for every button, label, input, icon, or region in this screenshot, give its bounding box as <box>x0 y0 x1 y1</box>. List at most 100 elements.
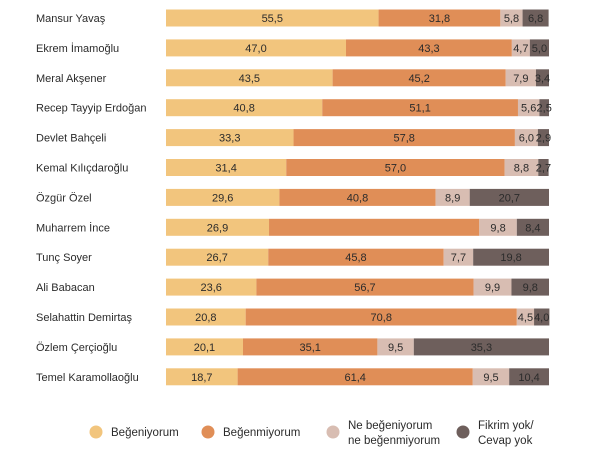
legend-swatch <box>326 425 340 439</box>
category-label: Temel Karamollaoğlu <box>36 372 139 384</box>
data-label: 23,6 <box>200 282 221 294</box>
bar-segment-series-4 <box>534 308 550 326</box>
data-label: 43,3 <box>418 43 439 55</box>
legend-label: Ne beğeniyorum <box>348 420 432 432</box>
bar-row: Tunç Soyer 26,7 45,8 7,7 19,8 <box>36 248 549 266</box>
data-label: 56,7 <box>354 282 375 294</box>
data-label: 6,8 <box>528 13 543 25</box>
data-label: 29,6 <box>212 192 233 204</box>
bar-segment-series-4 <box>522 9 549 27</box>
data-label: 7,9 <box>513 73 528 85</box>
bar-segment-series-4 <box>537 129 549 147</box>
data-label: 43,5 <box>239 73 260 85</box>
category-label: Mansur Yavaş <box>36 13 106 25</box>
bar-row: Ali Babacan 23,6 56,7 9,9 9,8 <box>36 278 549 296</box>
bar-row: Devlet Bahçeli 33,3 57,8 6,0 2,9 <box>36 129 551 147</box>
data-label: 5,6 <box>521 103 536 115</box>
bar-segment-series-4 <box>469 188 549 206</box>
data-label: 4,5 <box>518 312 533 324</box>
category-label: Tunç Soyer <box>36 252 92 264</box>
bar-segment-series-2 <box>293 129 515 147</box>
bar-segment-series-4 <box>511 278 549 296</box>
data-label: 10,4 <box>518 372 539 384</box>
legend: Beğeniyorum Beğenmiyorum Ne beğeniyorum ne … <box>89 420 534 447</box>
bar-segment-series-3 <box>517 99 540 117</box>
data-label: 7,7 <box>451 252 466 264</box>
data-label: 4,7 <box>513 43 528 55</box>
bar-segment-series-2 <box>245 308 517 326</box>
bars-layer: Mansur Yavaş 55,5 31,8 5,8 6,8 Ekrem İmamoğlu… <box>36 9 552 386</box>
category-label: Devlet Bahçeli <box>36 133 106 145</box>
bar-row: Mansur Yavaş 55,5 31,8 5,8 6,8 <box>36 9 549 27</box>
bar-segment-series-3 <box>514 129 538 147</box>
data-label: 6,0 <box>519 133 534 145</box>
bar-segment-series-3 <box>479 218 517 236</box>
data-label: 3,4 <box>535 73 550 85</box>
data-label: 20,8 <box>195 312 216 324</box>
data-label: 20,7 <box>499 192 520 204</box>
bar-segment-series-3 <box>504 159 539 176</box>
bar-segment-series-4 <box>529 39 549 57</box>
data-label: 31,4 <box>215 163 236 175</box>
category-label: Özlem Çerçioğlu <box>36 342 117 354</box>
bar-segment-series-2 <box>346 39 512 57</box>
legend-swatch <box>89 425 103 439</box>
bar-segment-series-1 <box>166 218 270 236</box>
bar-segment-series-3 <box>473 278 512 296</box>
bar-segment-series-1 <box>166 159 287 176</box>
bar-row: Ekrem İmamoğlu 47,0 43,3 4,7 5,0 <box>36 39 549 57</box>
bar-segment-series-1 <box>166 129 294 147</box>
category-label: Kemal Kılıçdaroğlu <box>36 163 128 175</box>
data-label: 47,0 <box>245 43 266 55</box>
bar-segment-series-2 <box>237 368 473 386</box>
legend-item: Beğenmiyorum <box>201 425 300 439</box>
data-label: 9,8 <box>523 282 538 294</box>
bar-segment-series-2 <box>269 218 480 236</box>
bar-segment-series-3 <box>472 368 510 386</box>
data-label: 57,8 <box>394 133 415 145</box>
bar-segment-series-1 <box>166 188 280 206</box>
bar-row: Kemal Kılıçdaroğlu 31,4 57,0 8,8 2,7 <box>36 159 551 176</box>
bar-segment-series-1 <box>166 338 243 356</box>
data-label: 45,8 <box>345 252 366 264</box>
bar-segment-series-3 <box>435 188 470 206</box>
data-label: 9,8 <box>490 222 505 234</box>
data-label: 8,9 <box>445 192 460 204</box>
category-label: Muharrem İnce <box>36 221 110 234</box>
data-label: 57,0 <box>385 163 406 175</box>
data-label: 31,8 <box>429 13 450 25</box>
bar-segment-series-1 <box>166 99 323 117</box>
data-label: 20,1 <box>194 342 215 354</box>
bar-segment-series-3 <box>511 39 530 57</box>
legend-label: Beğenmiyorum <box>223 427 300 439</box>
bar-segment-series-2 <box>332 69 506 87</box>
legend-label: Beğeniyorum <box>111 427 179 439</box>
bar-segment-series-2 <box>322 99 518 117</box>
bar-segment-series-2 <box>256 278 474 296</box>
category-label: Özgür Özel <box>36 192 92 204</box>
legend-item: Beğeniyorum <box>89 425 179 439</box>
bar-segment-series-1 <box>166 69 333 87</box>
data-label: 33,3 <box>219 133 240 145</box>
bar-segment-series-1 <box>166 248 269 266</box>
bar-segment-series-2 <box>279 188 436 206</box>
bar-segment-series-3 <box>516 308 535 326</box>
bar-segment-series-2 <box>286 159 505 176</box>
data-label: 4,0 <box>534 312 549 324</box>
bar-segment-series-1 <box>166 278 257 296</box>
data-label: 19,8 <box>500 252 521 264</box>
data-label: 2,7 <box>536 163 551 175</box>
bar-row: Meral Akşener 43,5 45,2 7,9 3,4 <box>36 69 550 87</box>
bar-segment-series-1 <box>166 368 238 386</box>
data-label: 55,5 <box>262 13 283 25</box>
data-label: 2,5 <box>537 103 552 115</box>
data-label: 40,8 <box>347 192 368 204</box>
data-label: 9,5 <box>483 372 498 384</box>
bar-segment-series-2 <box>242 338 378 356</box>
bar-segment-series-4 <box>539 99 549 117</box>
data-label: 8,8 <box>514 163 529 175</box>
bar-row: Özgür Özel 29,6 40,8 8,9 20,7 <box>36 188 549 206</box>
category-label: Recep Tayyip Erdoğan <box>36 103 146 115</box>
bar-segment-series-4 <box>509 368 549 386</box>
